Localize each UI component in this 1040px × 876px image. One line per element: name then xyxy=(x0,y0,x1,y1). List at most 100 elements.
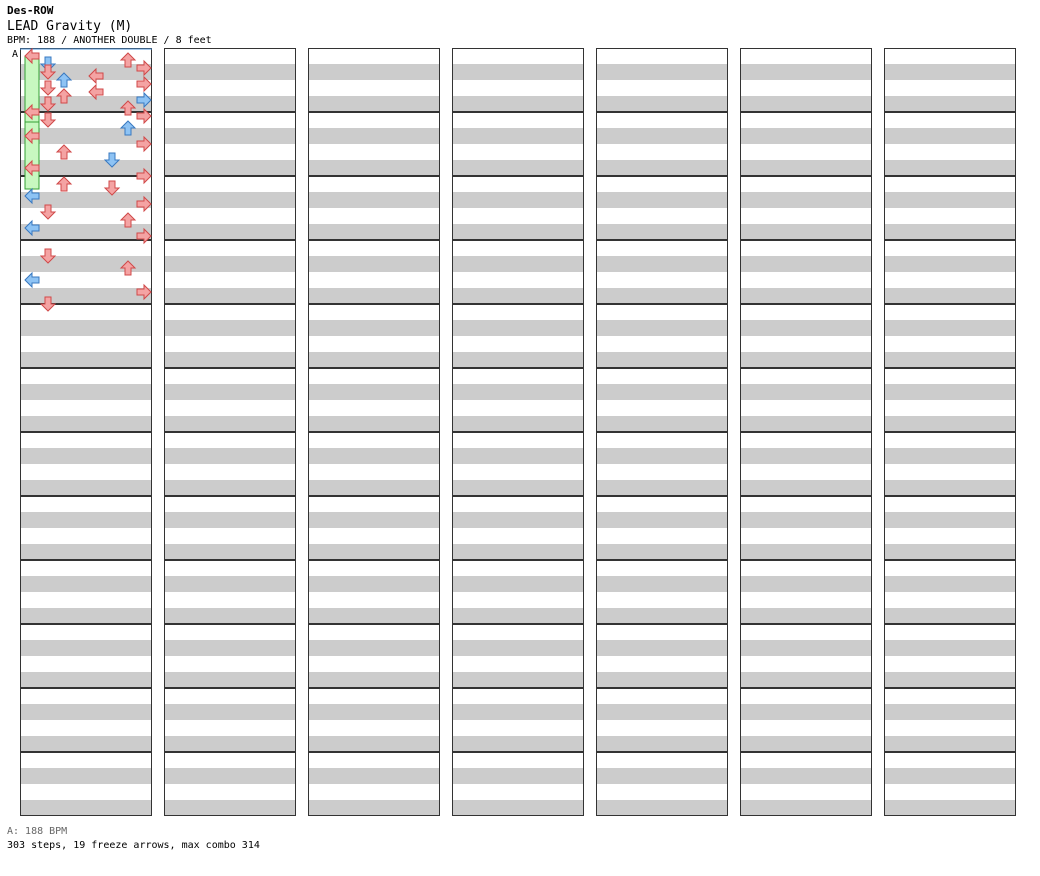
step-arrow xyxy=(24,127,40,145)
measure-box xyxy=(884,240,1016,304)
measure-box xyxy=(884,688,1016,752)
measure-box xyxy=(740,176,872,240)
beat-stripe xyxy=(740,320,872,336)
measure-box xyxy=(164,624,296,688)
measure-box xyxy=(164,688,296,752)
beat-stripe xyxy=(164,448,296,464)
beat-stripe xyxy=(884,672,1016,688)
measure-box xyxy=(308,752,440,816)
beat-stripe xyxy=(164,64,296,80)
measure-box xyxy=(596,368,728,432)
beat-stripe xyxy=(452,544,584,560)
measure-box xyxy=(452,432,584,496)
beat-stripe xyxy=(164,608,296,624)
chart-stats: 303 steps, 19 freeze arrows, max combo 3… xyxy=(7,840,260,851)
measure-box xyxy=(452,48,584,112)
beat-stripe xyxy=(164,576,296,592)
step-arrow xyxy=(103,152,121,168)
beat-stripe xyxy=(596,704,728,720)
beat-stripe xyxy=(740,256,872,272)
measure-box xyxy=(884,560,1016,624)
beat-stripe xyxy=(164,704,296,720)
measure-box xyxy=(740,752,872,816)
beat-stripe xyxy=(740,736,872,752)
measure-box xyxy=(20,240,152,304)
step-arrow xyxy=(136,167,152,185)
beat-stripe xyxy=(740,384,872,400)
step-arrow xyxy=(103,180,121,196)
beat-stripe xyxy=(596,480,728,496)
beat-stripe xyxy=(308,288,440,304)
beat-stripe xyxy=(308,384,440,400)
step-arrow xyxy=(24,219,40,237)
beat-stripe xyxy=(164,736,296,752)
step-arrow xyxy=(39,96,57,112)
measure-box xyxy=(884,432,1016,496)
beat-stripe xyxy=(740,448,872,464)
beat-stripe xyxy=(884,800,1016,816)
beat-stripe xyxy=(452,576,584,592)
beat-stripe xyxy=(20,736,152,752)
beat-stripe xyxy=(596,288,728,304)
beat-stripe xyxy=(308,512,440,528)
step-arrow xyxy=(136,195,152,213)
beat-stripe xyxy=(596,224,728,240)
beat-stripe xyxy=(740,512,872,528)
step-arrow xyxy=(39,112,57,128)
measure-box xyxy=(884,304,1016,368)
beat-stripe xyxy=(164,384,296,400)
measure-box xyxy=(308,560,440,624)
beat-stripe xyxy=(740,64,872,80)
beat-stripe xyxy=(308,128,440,144)
beat-stripe xyxy=(452,768,584,784)
bpm-legend: A: 188 BPM xyxy=(7,826,68,837)
step-arrow xyxy=(39,248,57,264)
beat-stripe xyxy=(308,256,440,272)
measure-box xyxy=(740,48,872,112)
beat-stripe xyxy=(884,160,1016,176)
beat-stripe xyxy=(884,224,1016,240)
measure-box xyxy=(596,240,728,304)
step-arrow xyxy=(88,83,104,101)
measure-box xyxy=(308,112,440,176)
beat-stripe xyxy=(596,96,728,112)
measure-box xyxy=(740,112,872,176)
beat-stripe xyxy=(308,544,440,560)
beat-stripe xyxy=(20,608,152,624)
measure-box xyxy=(884,496,1016,560)
beat-stripe xyxy=(884,608,1016,624)
beat-stripe xyxy=(452,96,584,112)
beat-stripe xyxy=(884,384,1016,400)
beat-stripe xyxy=(308,192,440,208)
beat-stripe xyxy=(740,544,872,560)
measure-box xyxy=(20,624,152,688)
beat-stripe xyxy=(740,576,872,592)
step-arrow xyxy=(119,52,137,68)
beat-stripe xyxy=(884,352,1016,368)
beat-stripe xyxy=(308,224,440,240)
measure-box xyxy=(308,432,440,496)
beat-stripe xyxy=(20,704,152,720)
beat-stripe xyxy=(20,256,152,272)
measure-box xyxy=(452,496,584,560)
beat-stripe xyxy=(884,96,1016,112)
measure-box xyxy=(164,368,296,432)
measure-box xyxy=(308,368,440,432)
measure-box xyxy=(164,240,296,304)
beat-stripe xyxy=(596,512,728,528)
beat-stripe xyxy=(308,640,440,656)
beat-stripe xyxy=(452,480,584,496)
beat-stripe xyxy=(452,800,584,816)
beat-stripe xyxy=(308,416,440,432)
measure-box xyxy=(20,688,152,752)
beat-stripe xyxy=(164,512,296,528)
beat-stripe xyxy=(452,608,584,624)
measure-box xyxy=(884,176,1016,240)
beat-stripe xyxy=(20,288,152,304)
measure-box xyxy=(596,176,728,240)
measure-box xyxy=(596,752,728,816)
beat-stripe xyxy=(884,640,1016,656)
measure-box xyxy=(596,112,728,176)
beat-stripe xyxy=(164,640,296,656)
